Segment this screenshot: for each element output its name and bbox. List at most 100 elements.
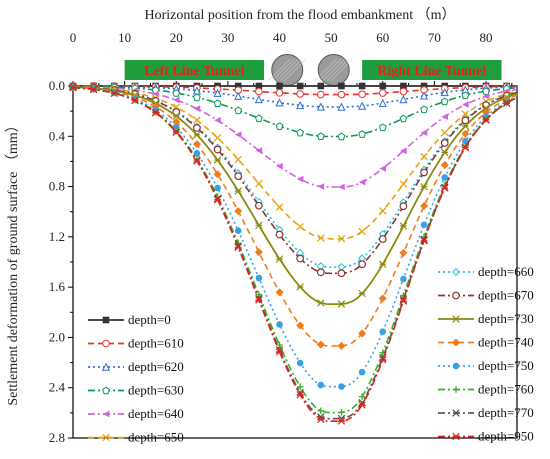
legend-label: depth=0 [128, 312, 171, 327]
series-point [461, 110, 470, 118]
series-point [338, 383, 345, 390]
tunnel-hatch [322, 58, 345, 82]
series-point [399, 248, 408, 257]
series-point [400, 275, 407, 283]
legend-item-left-5: depth=650 [88, 430, 184, 445]
legend-label: depth=670 [478, 288, 534, 303]
series-point [399, 114, 408, 123]
tunnel-box-label-1: Right Line Tunnel [377, 64, 486, 79]
series-point [337, 269, 346, 278]
series-point [440, 161, 449, 170]
tunnel-hatch [272, 58, 295, 82]
legend-label: depth=760 [478, 382, 534, 397]
series-point [337, 90, 346, 99]
tunnel-hatch [280, 58, 303, 82]
series-depth-670 [69, 82, 518, 278]
series-point [316, 340, 325, 349]
series-point [296, 100, 305, 110]
legend-swatch-marker [102, 339, 110, 348]
legend-label: depth=740 [478, 335, 534, 350]
series-point [213, 134, 222, 142]
series-point [214, 184, 221, 192]
series-depth-630 [69, 82, 518, 141]
series-point [378, 235, 387, 243]
series-point [378, 123, 387, 132]
series-point [296, 90, 304, 98]
series-point [172, 124, 180, 131]
series-point [275, 203, 284, 211]
legend-label: depth=950 [478, 429, 534, 444]
series-point [358, 227, 366, 236]
series-point [358, 368, 366, 376]
legend-swatch-marker [452, 409, 460, 417]
series-point [193, 157, 201, 165]
series-line [72, 86, 518, 275]
series-point [440, 87, 449, 97]
legend-item-right-5: depth=760 [438, 382, 534, 397]
series-point [441, 174, 449, 181]
series-point [234, 227, 242, 235]
series-point [254, 114, 263, 123]
series-point [379, 82, 387, 90]
series-point [296, 383, 304, 391]
series-point [482, 87, 490, 95]
legend-item-right-2: depth=730 [438, 311, 534, 326]
series-point [461, 129, 470, 138]
series-point [462, 101, 469, 108]
series-point [316, 102, 325, 111]
series-point [254, 248, 263, 257]
series-point [399, 297, 408, 305]
tunnel-hatch [318, 58, 341, 82]
series-point [110, 89, 119, 98]
tunnel-annotations: Left Line Tunnel Right Line Tunnel [124, 54, 502, 86]
series-point [213, 88, 222, 97]
series-point [317, 415, 325, 424]
series-point [214, 116, 221, 124]
legend-item-right-0: depth=660 [438, 264, 534, 279]
series-point [358, 401, 366, 409]
series-point [193, 105, 201, 112]
series-point [172, 96, 180, 104]
series-point [461, 143, 470, 152]
series-point [317, 299, 325, 307]
series-line [72, 85, 518, 188]
legend-label: depth=630 [128, 383, 184, 398]
series-point [234, 187, 242, 195]
series-point [400, 147, 407, 155]
series-point [378, 98, 387, 107]
series-point [420, 82, 428, 90]
series-point [358, 178, 366, 186]
legend-swatch-marker [102, 386, 110, 395]
legend-swatch-marker [102, 433, 110, 442]
x-axis-title: Horizontal position from the flood emban… [144, 7, 455, 23]
series-point [399, 180, 408, 188]
series-point [316, 268, 325, 277]
series-point [358, 130, 367, 138]
series-lines [68, 81, 518, 425]
series-point [275, 348, 284, 356]
series-point [338, 82, 345, 90]
series-point [440, 139, 449, 147]
legend-item-right-7: depth=950 [438, 429, 534, 444]
series-point [461, 122, 470, 130]
series-point [296, 321, 305, 330]
series-point [296, 283, 304, 291]
y-tick-label-4: 1.6 [49, 279, 66, 294]
series-point [193, 149, 201, 157]
y-tick-label-7: 2.8 [49, 430, 65, 445]
series-point [338, 409, 345, 416]
legend-swatch-marker [452, 432, 460, 441]
legend-item-right-1: depth=670 [438, 288, 534, 303]
y-axis-title: Settlement deformation of ground surface… [5, 118, 21, 405]
series-depth-740 [68, 83, 518, 350]
series-point [234, 106, 243, 115]
series-point [317, 381, 325, 389]
legend-swatch-marker [452, 291, 460, 300]
legend-item-right-6: depth=770 [438, 405, 534, 420]
series-point [399, 222, 408, 230]
series-point [337, 341, 346, 350]
series-point [296, 128, 305, 137]
series-point [234, 207, 243, 216]
legend-swatch-marker [451, 338, 461, 347]
series-point [337, 102, 346, 111]
